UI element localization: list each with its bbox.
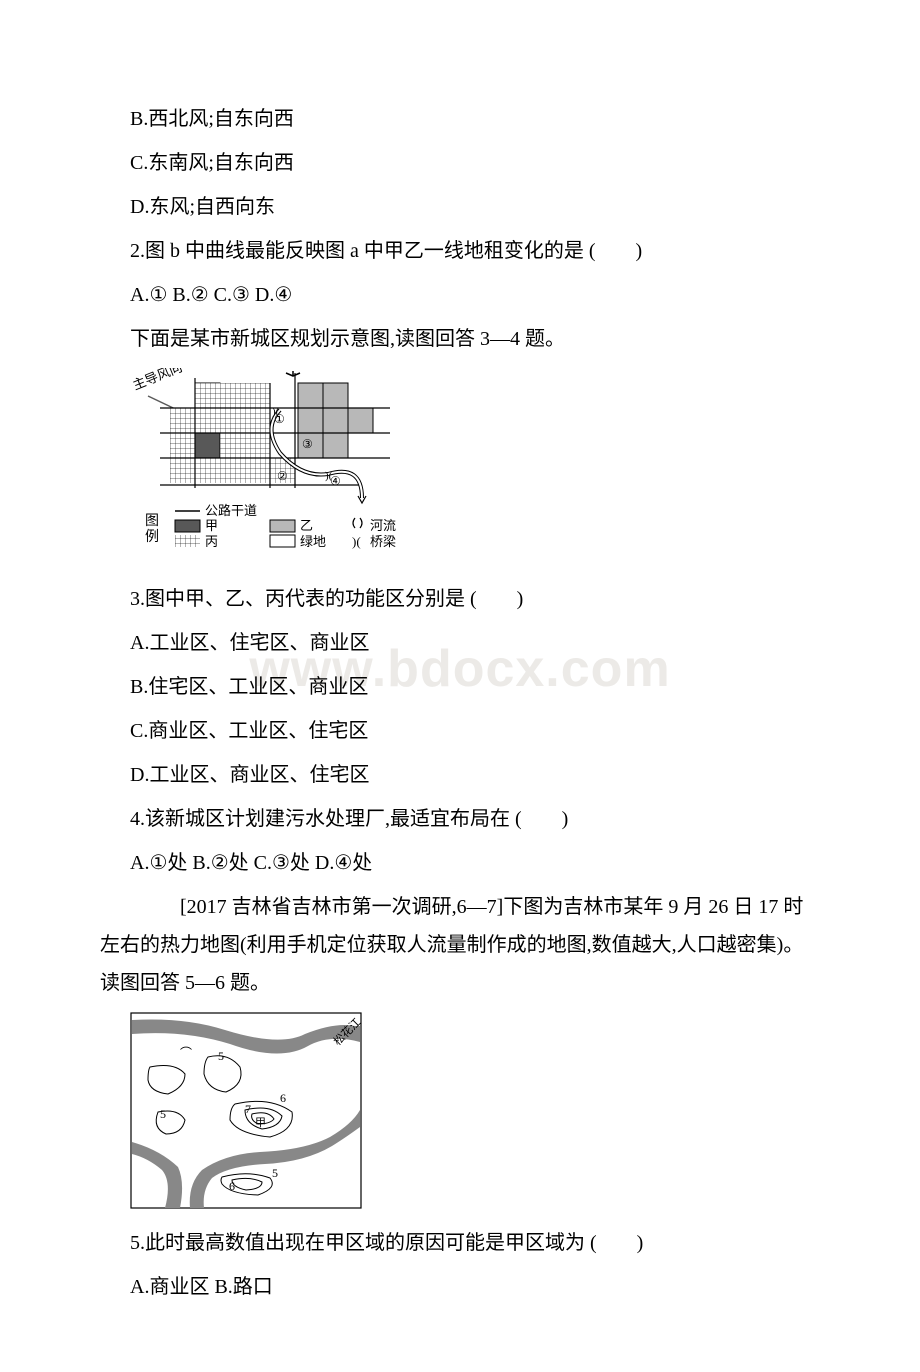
contour-5c: 5 [272, 1166, 278, 1180]
svg-text:⌒: ⌒ [180, 1046, 192, 1060]
heat-map-diagram: 5 ⌒ 5 6 5 6 7 甲 松花江 [130, 1012, 810, 1212]
legend-title-1: 图 [145, 514, 159, 529]
legend-title-2: 例 [145, 529, 159, 545]
option-d: D.东风;自西向东 [130, 188, 810, 226]
wind-label: 主导风向 [131, 368, 185, 393]
intro-56: [2017 吉林省吉林市第一次调研,6—7]下图为吉林市某年 9 月 26 日 … [100, 888, 810, 1002]
question-4: 4.该新城区计划建污水处理厂,最适宜布局在 ( ) [130, 800, 810, 838]
legend-river: 河流 [370, 518, 396, 533]
legend-jia: 甲 [205, 518, 218, 533]
svg-text:)(: )( [325, 470, 333, 482]
q3-option-d: D.工业区、商业区、住宅区 [130, 756, 810, 794]
option-b: B.西北风;自东向西 [130, 100, 810, 138]
q4-options: A.①处 B.②处 C.③处 D.④处 [130, 844, 810, 882]
question-2: 2.图 b 中曲线最能反映图 a 中甲乙一线地租变化的是 ( ) [130, 232, 810, 270]
q3-option-c: C.商业区、工业区、住宅区 [130, 712, 810, 750]
question-5: 5.此时最高数值出现在甲区域的原因可能是甲区域为 ( ) [130, 1224, 810, 1262]
intro-34: 下面是某市新城区规划示意图,读图回答 3—4 题。 [130, 320, 810, 358]
marker-2: ② [277, 469, 288, 483]
q5-options: A.商业区 B.路口 [130, 1268, 810, 1306]
legend-green: 绿地 [300, 534, 326, 549]
q3-option-a: A.工业区、住宅区、商业区 [130, 624, 810, 662]
option-c: C.东南风;自东向西 [130, 144, 810, 182]
region-jia: 甲 [255, 1117, 266, 1129]
contour-5b: 5 [160, 1107, 166, 1121]
svg-text:)(: )( [352, 534, 361, 549]
question-2-options: A.① B.② C.③ D.④ [130, 276, 810, 314]
question-3: 3.图中甲、乙、丙代表的功能区分别是 ( ) [130, 580, 810, 618]
legend: 图 例 公路干道 甲 丙 乙 绿地 河流 )( 桥梁 [145, 503, 396, 549]
contour-6a: 6 [280, 1091, 286, 1105]
legend-road: 公路干道 [205, 503, 257, 518]
legend-bridge: 桥梁 [370, 534, 396, 549]
svg-text:)(: )( [272, 406, 280, 418]
legend-bing: 丙 [205, 534, 218, 549]
contour-7a: 7 [245, 1102, 251, 1116]
q3-option-b: B.住宅区、工业区、商业区 [130, 668, 810, 706]
city-planning-diagram: 主导风向 [130, 368, 810, 568]
marker-3: ③ [302, 437, 313, 451]
legend-yi: 乙 [300, 518, 313, 533]
contour-6b: 6 [229, 1179, 235, 1193]
contour-5a: 5 [218, 1049, 224, 1063]
